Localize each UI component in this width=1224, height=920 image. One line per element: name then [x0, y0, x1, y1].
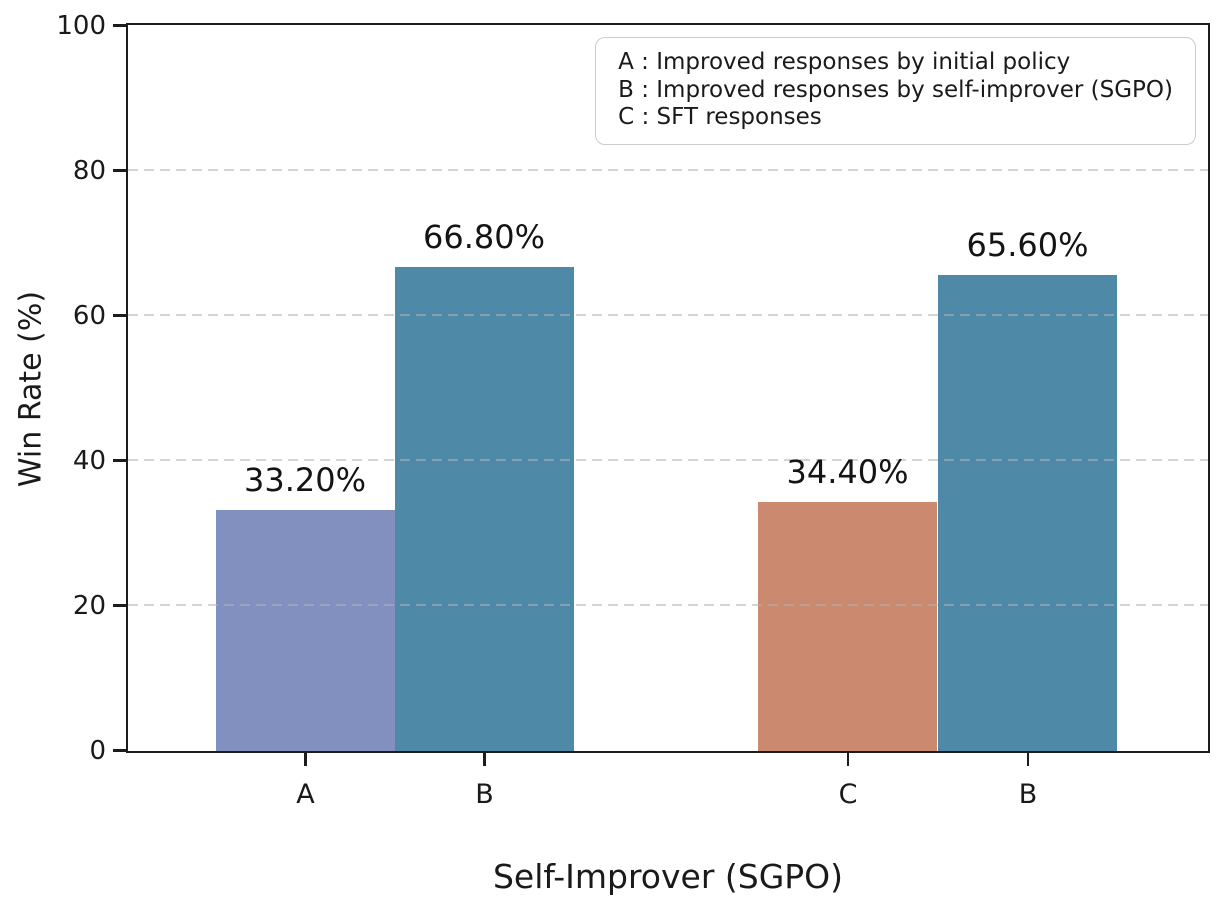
x-tick-label: B	[1018, 779, 1038, 810]
bar-value-label: 33.20%	[243, 461, 366, 500]
x-tick-label: A	[296, 779, 315, 810]
bar-c-2	[758, 501, 937, 751]
y-tick-mark	[113, 749, 126, 752]
legend-entry-b: B : Improved responses by self-improver …	[618, 76, 1173, 103]
x-tick-label: B	[475, 779, 494, 810]
y-tick-mark	[113, 459, 126, 462]
y-tick-label: 100	[56, 10, 106, 41]
y-tick-label: 80	[72, 155, 106, 186]
legend: A : Improved responses by initial policy…	[595, 37, 1196, 145]
bar-value-label: 66.80%	[422, 217, 545, 256]
legend-entry-a: A : Improved responses by initial policy	[618, 49, 1071, 75]
x-tick-label: C	[838, 779, 858, 810]
x-axis-label: Self-Improver (SGPO)	[492, 857, 844, 896]
legend-entry-c: C : SFT responses	[618, 104, 822, 130]
plot-area: 33.20% 66.80% 34.40% 65.60% A : Improved re…	[126, 23, 1210, 753]
bar-a-0	[215, 510, 395, 751]
gridline	[128, 169, 1208, 171]
x-tick-mark	[483, 753, 486, 766]
bar-b-3	[938, 275, 1117, 751]
y-tick-mark	[113, 314, 126, 317]
y-tick-mark	[113, 24, 126, 27]
y-tick-label: 20	[72, 590, 106, 621]
x-tick-mark	[304, 753, 307, 766]
y-tick-mark	[113, 169, 126, 172]
x-tick-mark	[846, 753, 850, 766]
y-tick-label: 0	[89, 735, 106, 766]
bar-value-label: 65.60%	[966, 226, 1089, 265]
y-tick-label: 60	[72, 300, 106, 331]
y-tick-label: 40	[72, 445, 106, 476]
bar-value-label: 34.40%	[786, 452, 909, 491]
x-tick-mark	[1026, 753, 1030, 766]
y-tick-mark	[113, 604, 126, 607]
bar-b-1	[394, 266, 574, 751]
